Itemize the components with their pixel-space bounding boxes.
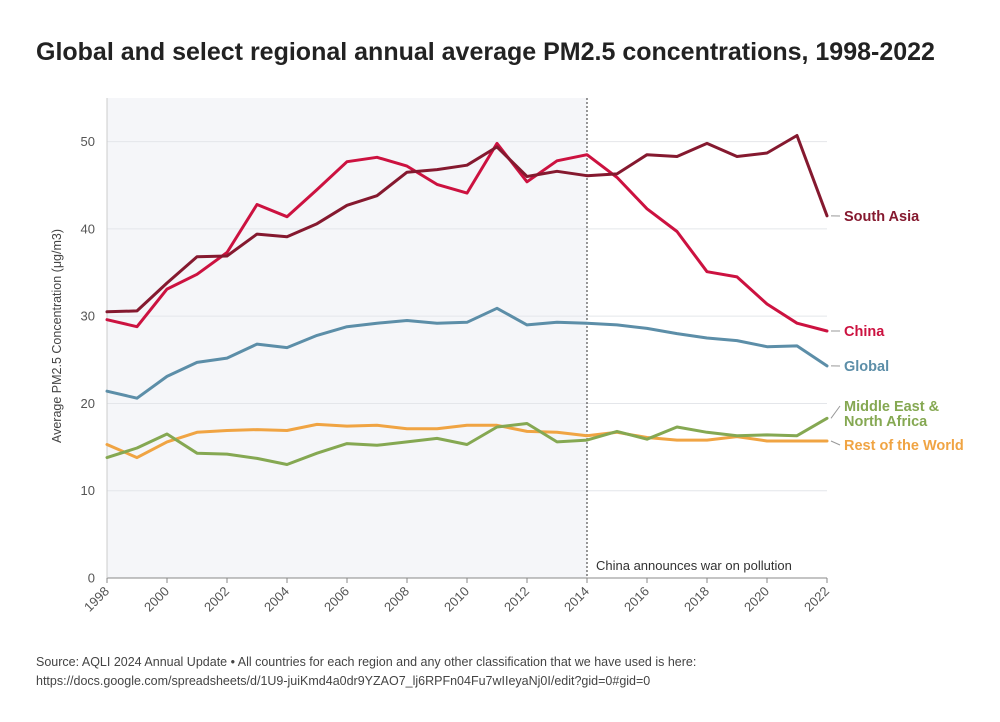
x-tick-2008: 2008 (381, 584, 412, 615)
y-tick-50: 50 (81, 134, 95, 149)
x-tick-2002: 2002 (201, 584, 232, 615)
label-global: Global (844, 359, 889, 375)
y-tick-40: 40 (81, 221, 95, 236)
connector-lbl-rest (830, 440, 841, 446)
x-tick-2016: 2016 (621, 584, 652, 615)
x-tick-2000: 2000 (141, 584, 172, 615)
label-mena-line2: North Africa (844, 414, 928, 430)
y-tick-labels: 0 10 20 30 40 50 (81, 134, 95, 585)
x-tick-2020: 2020 (741, 584, 772, 615)
x-tick-2004: 2004 (261, 584, 292, 615)
series-global (105, 306, 829, 400)
grid-lines (107, 141, 827, 492)
series-china (105, 141, 829, 333)
annotation-text: China announces war on pollution (596, 558, 792, 573)
x-tick-2012: 2012 (501, 584, 532, 615)
x-tick-2018: 2018 (681, 584, 712, 615)
x-tick-labels: 1998 2000 2002 2004 2006 2008 2010 2012 2014 2016… (81, 578, 832, 615)
y-tick-0: 0 (88, 571, 95, 586)
series-middle-east-north-africa (105, 416, 829, 466)
label-china: China (844, 324, 885, 340)
source-line-1: Source: AQLI 2024 Annual Update • All co… (36, 655, 697, 669)
y-tick-10: 10 (81, 483, 95, 498)
x-tick-2010: 2010 (441, 584, 472, 615)
label-south-asia: South Asia (844, 209, 920, 225)
x-tick-2006: 2006 (321, 584, 352, 615)
y-tick-30: 30 (81, 309, 95, 324)
connector-lbl-mena-1 (830, 405, 841, 419)
x-tick-1998: 1998 (81, 584, 112, 615)
source-link[interactable]: https://docs.google.com/spreadsheets/d/1… (36, 674, 651, 688)
y-tick-20: 20 (81, 396, 95, 411)
label-mena-line1: Middle East & (844, 399, 940, 415)
x-tick-2014: 2014 (561, 584, 592, 615)
y-axis-label: Average PM2.5 Concentration (μg/m3) (50, 229, 64, 443)
source-note: Source: AQLI 2024 Annual Update • All co… (36, 653, 696, 691)
series-lines (105, 134, 829, 466)
chart-title: Global and select regional annual averag… (36, 38, 935, 66)
series-south-asia (105, 134, 829, 314)
label-connectors (830, 215, 841, 446)
x-tick-2022: 2022 (801, 584, 832, 615)
label-rest-of-world: Rest of the World (844, 438, 964, 454)
series-rest-of-the-world (105, 422, 829, 460)
shaded-period (107, 98, 587, 578)
